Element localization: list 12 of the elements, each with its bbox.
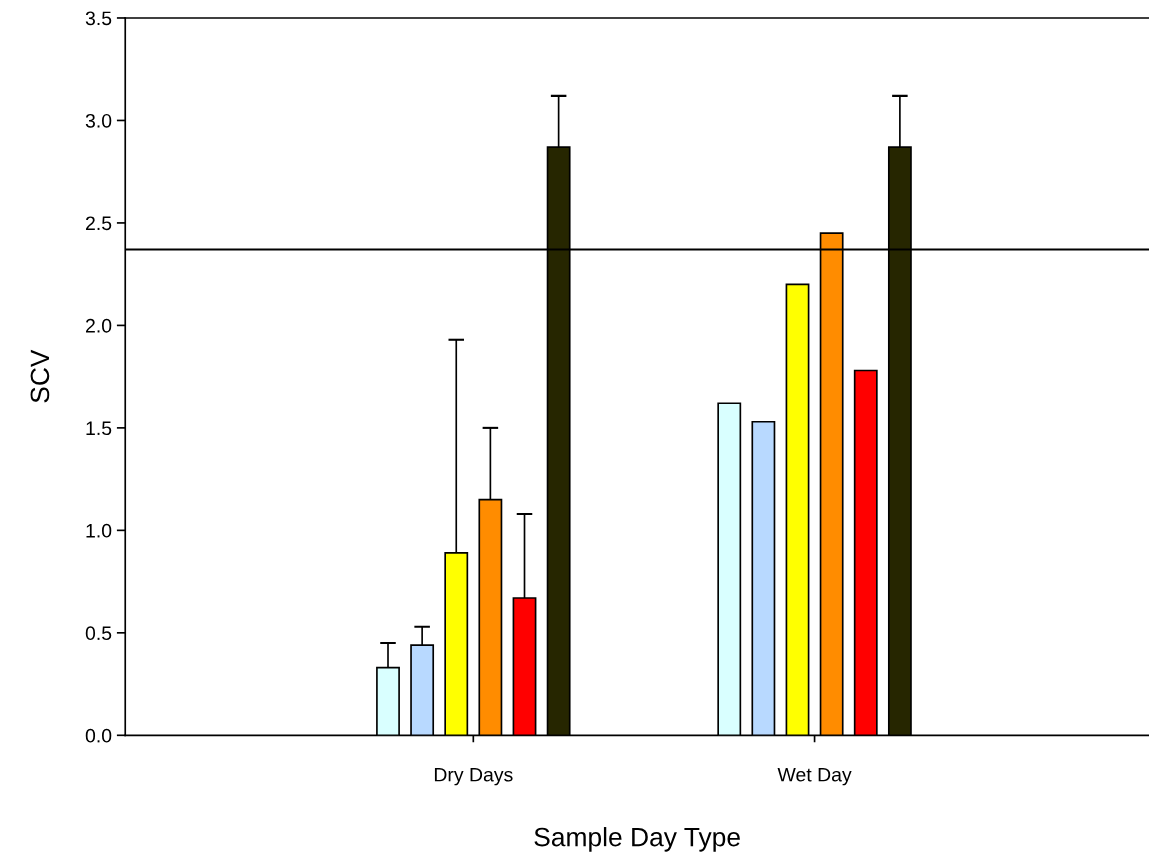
y-tick-label: 0.5 [85, 626, 112, 641]
y-tick-label: 3.0 [85, 113, 112, 128]
x-tick-label: Dry Days [434, 767, 513, 786]
y-tick-label: 3.5 [85, 11, 112, 26]
y-tick-label: 1.5 [86, 421, 112, 436]
x-tick-label: Wet Day [777, 767, 852, 786]
y-axis-title: SCV [30, 349, 50, 403]
x-axis-title: Sample Day Type [534, 827, 740, 852]
y-tick-label: 2.0 [86, 318, 112, 333]
y-tick-label: 2.5 [86, 216, 112, 231]
y-tick-label: 0.0 [85, 728, 112, 743]
y-tick-label: 1.0 [86, 523, 112, 538]
